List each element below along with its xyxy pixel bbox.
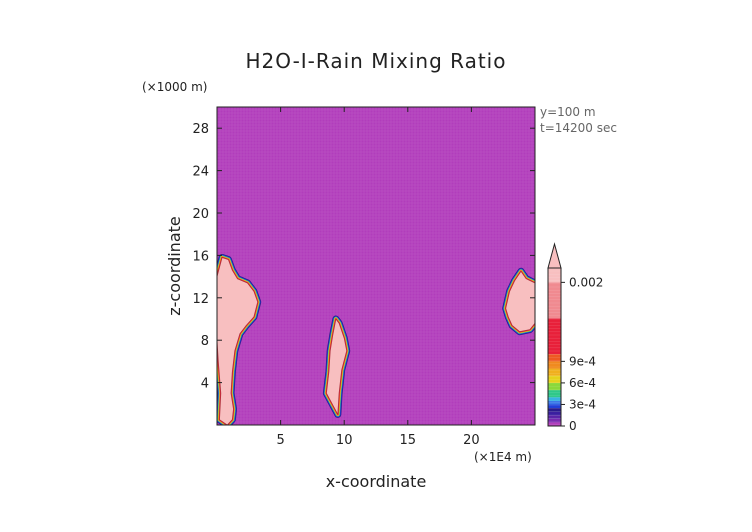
info-line-t: t=14200 sec bbox=[540, 121, 617, 135]
colorbar-band bbox=[548, 408, 561, 412]
colorbar-label: 0.002 bbox=[569, 275, 603, 289]
colorbar-label: 6e-4 bbox=[569, 376, 596, 390]
plot-frame bbox=[216, 106, 536, 426]
y-tick-label: 12 bbox=[192, 292, 209, 307]
colorbar-frame bbox=[547, 267, 562, 427]
y-tick-label: 8 bbox=[201, 334, 209, 349]
colorbar-band bbox=[548, 400, 561, 405]
heatmap-field bbox=[217, 107, 535, 425]
colorbar-band bbox=[548, 318, 561, 355]
y-unit-label: (×1000 m) bbox=[142, 80, 207, 94]
right-cell-core bbox=[505, 270, 535, 333]
colorbar-label: 0 bbox=[569, 419, 577, 433]
colorbar-band bbox=[548, 418, 561, 423]
axes: 5 10 15 20 4 8 12 16 20 24 28 bbox=[192, 106, 536, 448]
center-cell bbox=[322, 315, 351, 418]
colorbar: 0.002 9e-4 6e-4 3e-4 0 bbox=[547, 242, 603, 433]
colorbar-band bbox=[548, 375, 561, 383]
info-line-y: y=100 m bbox=[540, 105, 596, 119]
y-tick-label: 24 bbox=[192, 165, 209, 180]
x-tick-label: 5 bbox=[276, 433, 284, 448]
y-axis-label: z-coordinate bbox=[165, 216, 184, 316]
y-tick-label: 28 bbox=[192, 122, 209, 137]
y-tick-label: 4 bbox=[201, 377, 209, 392]
x-tick-label: 20 bbox=[463, 433, 480, 448]
colorbar-band bbox=[548, 368, 561, 376]
colorbar-band bbox=[548, 397, 561, 401]
colorbar-band bbox=[548, 415, 561, 419]
colorbar-band bbox=[548, 354, 561, 362]
x-tick-label: 10 bbox=[336, 433, 353, 448]
right-cell bbox=[502, 267, 535, 336]
x-unit-label: (×1E4 m) bbox=[474, 450, 532, 464]
colorbar-band bbox=[548, 282, 561, 319]
colorbar-band bbox=[548, 361, 561, 369]
colorbar-label: 9e-4 bbox=[569, 354, 596, 368]
colorbar-band bbox=[548, 382, 561, 391]
x-tick-label: 15 bbox=[400, 433, 417, 448]
x-axis-label: x-coordinate bbox=[326, 472, 427, 491]
y-tick-label: 16 bbox=[192, 249, 209, 264]
left-cell-core bbox=[217, 257, 259, 425]
colorbar-band bbox=[548, 390, 561, 398]
left-cell bbox=[217, 254, 262, 425]
colorbar-label: 3e-4 bbox=[569, 397, 596, 411]
y-tick-label: 20 bbox=[192, 207, 209, 222]
colorbar-band bbox=[548, 404, 561, 409]
colorbar-band bbox=[548, 268, 561, 283]
colorbar-extend-arrow bbox=[547, 242, 562, 269]
colorbar-band bbox=[548, 422, 561, 426]
chart-title: H2O-I-Rain Mixing Ratio bbox=[246, 49, 507, 73]
center-cell-core bbox=[325, 318, 348, 415]
mesh-grid bbox=[217, 107, 535, 425]
colorbar-band bbox=[548, 411, 561, 416]
rain-cells bbox=[217, 254, 535, 425]
